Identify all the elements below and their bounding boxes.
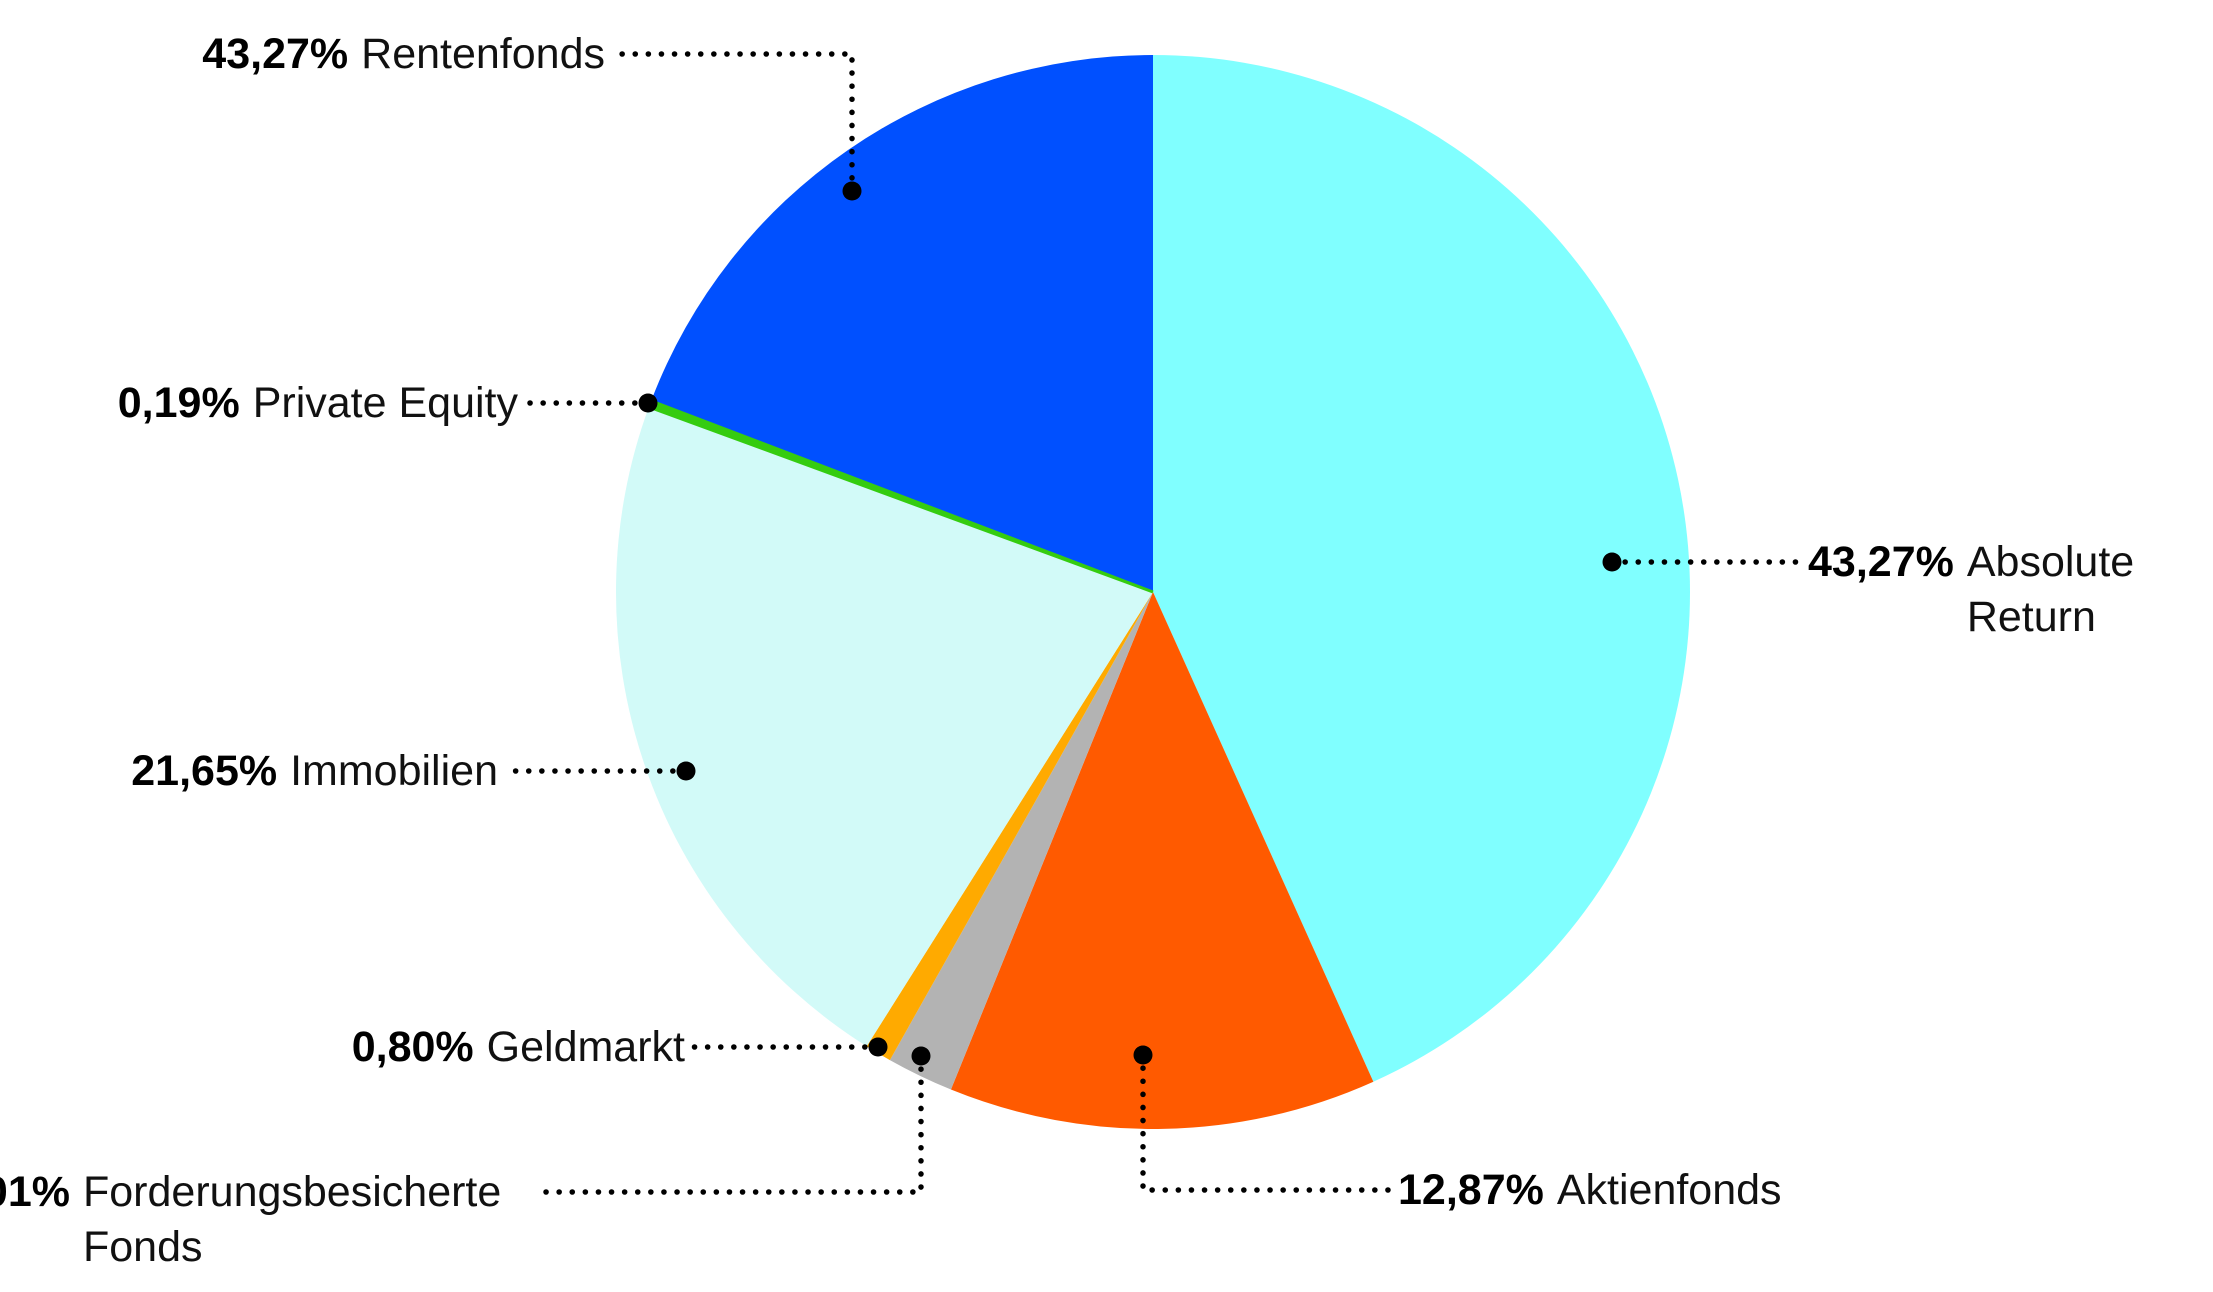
slice-label-forderungsbesicherte-fonds: 2,01% Forderungsbesicherte Fonds [0,1165,533,1275]
pie-slice-geldmarkt [866,592,1153,1061]
slice-percent: 2,01% [0,1168,70,1216]
slice-name: Rentenfonds [361,30,605,78]
slice-name: Private Equity [252,379,518,427]
leader-line-aktienfonds [1140,1052,1393,1193]
marker-dot-private-equity [638,393,658,413]
slice-percent: 43,27% [1808,538,1954,586]
marker-dot-geldmarkt [868,1037,888,1057]
slice-label-geldmarkt: 0,80% Geldmarkt [352,1020,685,1075]
slice-label-private-equity: 0,19% Private Equity [118,376,518,431]
slice-name: Absolute Return [1966,538,2135,641]
marker-dot-rentenfonds [842,181,862,201]
slice-label-rentenfonds: 43,27% Rentenfonds [202,27,605,82]
slice-name: Geldmarkt [486,1023,685,1071]
slice-label-aktienfonds: 12,87% Aktienfonds [1398,1163,1782,1218]
slice-label-immobilien: 21,65% Immobilien [131,744,498,799]
slice-name: Aktienfonds [1556,1166,1782,1214]
pie-slice-rentenfonds [651,54,1153,592]
pie-slice-absolute-return [1153,55,1690,1082]
marker-dot-immobilien [676,761,696,781]
pie-slice-aktienfonds [950,592,1374,1129]
slice-label-absolute-return: 43,27% Absolute Return [1808,535,2172,645]
leader-line-rentenfonds [609,51,855,194]
slice-percent: 21,65% [131,747,278,795]
slice-name: Forderungsbesicherte Fonds [83,1168,502,1271]
slice-percent: 0,80% [351,1023,474,1071]
marker-dot-forderungsbesicherte-fonds [911,1046,931,1066]
slice-percent: 12,87% [1398,1166,1544,1214]
slice-percent: 0,19% [117,379,240,427]
marker-dot-absolute-return [1602,552,1622,572]
marker-dot-aktienfonds [1133,1045,1153,1065]
pie-slice-forderungsbesicherte-fonds [889,592,1153,1090]
leader-line-forderungsbesicherte-fonds [537,1053,924,1195]
pie-slice-immobilien [616,406,1153,1047]
slice-percent: 43,27% [202,30,349,78]
slice-name: Immobilien [290,747,498,795]
